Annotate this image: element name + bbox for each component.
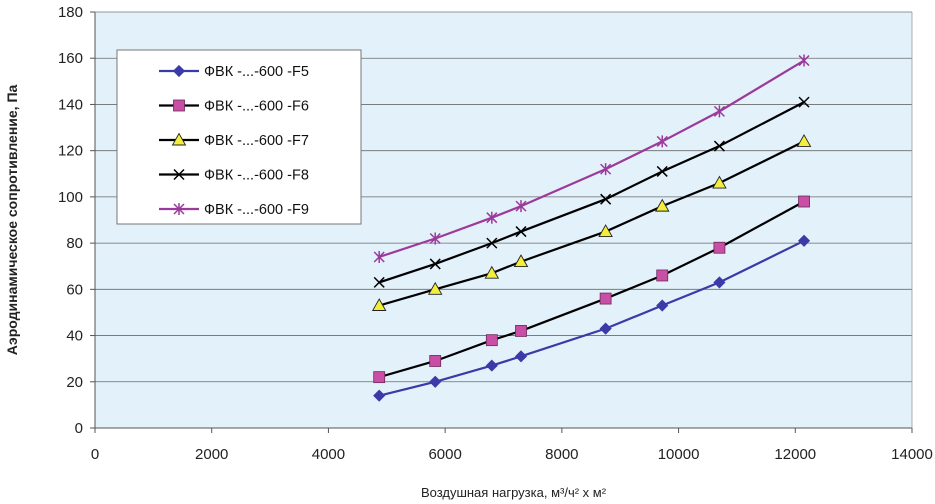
legend-label: ФВК -...-600 -F8 bbox=[204, 168, 309, 184]
series-1 bbox=[373, 234, 811, 402]
y-tick-label: 0 bbox=[75, 420, 83, 437]
y-tick-label: 60 bbox=[66, 281, 83, 298]
x-tick-label: 4000 bbox=[312, 446, 345, 463]
data-point bbox=[486, 211, 498, 224]
data-point bbox=[373, 250, 385, 263]
data-point bbox=[654, 198, 670, 212]
y-tick-label: 20 bbox=[66, 374, 83, 391]
y-tick-label: 180 bbox=[58, 4, 83, 21]
data-point bbox=[429, 258, 441, 270]
x-tick-label: 0 bbox=[91, 446, 99, 463]
data-point bbox=[797, 234, 811, 247]
data-point bbox=[373, 276, 385, 288]
data-point bbox=[656, 269, 669, 282]
legend-marker bbox=[172, 64, 186, 78]
legend-marker bbox=[171, 132, 187, 146]
y-tick-label: 100 bbox=[58, 189, 83, 206]
data-point bbox=[515, 325, 527, 337]
y-tick-label: 140 bbox=[58, 96, 83, 113]
legend-box bbox=[116, 49, 362, 225]
y-tick-label: 160 bbox=[58, 50, 83, 67]
data-point bbox=[798, 195, 810, 208]
legend-marker bbox=[173, 168, 185, 181]
legend-label: ФВК -...-600 -F9 bbox=[204, 202, 309, 218]
x-tick-label: 10000 bbox=[658, 446, 700, 463]
legend-item: ФВК -...-600 -F7 bbox=[159, 132, 309, 149]
data-point bbox=[429, 375, 442, 388]
data-point bbox=[429, 355, 442, 367]
series-2 bbox=[373, 195, 810, 384]
data-point bbox=[600, 163, 612, 176]
data-point bbox=[373, 389, 386, 402]
x-tick-label: 12000 bbox=[774, 446, 816, 463]
data-point bbox=[798, 96, 810, 108]
y-tick-label: 120 bbox=[58, 143, 83, 160]
series-line bbox=[378, 59, 805, 259]
series-line bbox=[378, 200, 805, 379]
data-point bbox=[599, 292, 612, 305]
series-4 bbox=[373, 96, 810, 288]
series-5 bbox=[373, 54, 810, 263]
legend-label: ФВК -...-600 -F6 bbox=[204, 99, 309, 115]
data-point bbox=[796, 134, 812, 147]
data-point bbox=[484, 265, 500, 279]
series-3 bbox=[371, 134, 812, 311]
x-tick-label: 8000 bbox=[545, 446, 578, 463]
data-point bbox=[713, 276, 726, 289]
series-line bbox=[378, 140, 805, 307]
data-point bbox=[485, 334, 498, 347]
y-tick-label: 80 bbox=[66, 235, 83, 252]
y-axis-label: Аэродинамическое сопротивление, Па bbox=[4, 84, 20, 355]
legend-item: ФВК -...-600 -F9 bbox=[159, 202, 309, 218]
x-axis-label: Воздушная нагрузка, м³/ч² x м² bbox=[421, 485, 607, 500]
data-point bbox=[600, 193, 612, 205]
data-point bbox=[514, 350, 528, 363]
data-point bbox=[713, 140, 725, 152]
data-point bbox=[515, 200, 527, 213]
legend-item: ФВК -...-600 -F8 bbox=[159, 168, 309, 184]
series-line bbox=[378, 101, 805, 284]
data-point bbox=[599, 322, 612, 335]
y-tick-label: 40 bbox=[66, 328, 83, 345]
data-point bbox=[515, 226, 527, 238]
data-point bbox=[712, 175, 727, 189]
data-point bbox=[513, 254, 529, 268]
x-tick-label: 2000 bbox=[195, 446, 228, 463]
data-point bbox=[427, 281, 443, 295]
legend-label: ФВК -...-600 -F5 bbox=[204, 64, 309, 80]
data-point bbox=[798, 54, 810, 67]
data-point bbox=[713, 241, 726, 254]
legend-item: ФВК -...-600 -F6 bbox=[159, 99, 309, 115]
data-point bbox=[373, 371, 386, 384]
data-point bbox=[656, 165, 668, 177]
legend-marker bbox=[173, 99, 185, 112]
data-point bbox=[486, 237, 498, 249]
legend-label: ФВК -...-600 -F7 bbox=[204, 133, 309, 149]
series-line bbox=[378, 239, 805, 397]
x-tick-label: 14000 bbox=[891, 446, 933, 463]
legend: ФВК -...-600 -F5 ФВК -...-600 -F6 ФВК -...… bbox=[116, 49, 362, 225]
x-tick-label: 6000 bbox=[428, 446, 461, 463]
data-point bbox=[656, 299, 669, 312]
legend-marker bbox=[173, 203, 185, 215]
legend-item: ФВК -...-600 -F5 bbox=[159, 64, 309, 80]
data-point bbox=[371, 298, 387, 311]
data-point bbox=[713, 105, 725, 118]
data-point bbox=[656, 135, 668, 148]
data-point bbox=[598, 224, 613, 238]
data-point bbox=[485, 359, 498, 372]
data-point bbox=[429, 232, 441, 245]
